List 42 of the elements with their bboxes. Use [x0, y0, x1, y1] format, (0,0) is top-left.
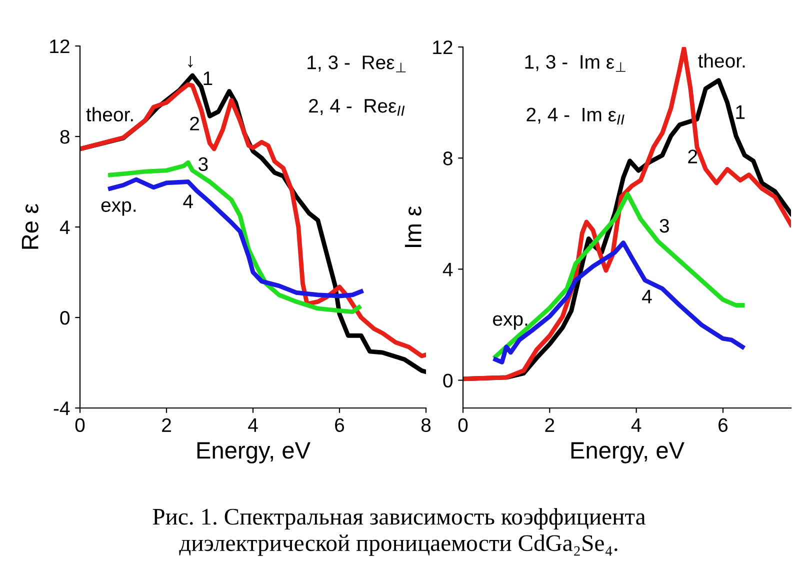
annotation: 2	[190, 116, 199, 130]
y-axis-title: Re ε	[22, 204, 38, 249]
x-tick-label: 0	[75, 418, 85, 432]
line-series	[493, 240, 745, 364]
x-tick-label: 6	[718, 418, 728, 432]
y-tick-label: 8	[443, 152, 452, 166]
y-tick-label: 4	[60, 220, 70, 234]
annotation: 3	[660, 218, 669, 233]
annotation: 3	[198, 157, 208, 172]
annotation: 2, 4 - Reε$_{II}$	[309, 98, 405, 116]
x-axis-title: Energy, eV	[571, 442, 684, 464]
y-tick-label: 0	[443, 374, 453, 388]
y-tick-label: 4	[442, 262, 453, 276]
x-tick-label: 2	[162, 418, 171, 432]
annotation: 1, 3 - Reε$_{⊥}$	[308, 56, 406, 72]
annotation: theor.	[86, 107, 133, 122]
x-tick-label: 4	[248, 418, 258, 432]
x-tick-label: 6	[335, 418, 344, 432]
x-tick-label: 0	[458, 418, 468, 432]
text: Рис. 1. Спектральная зависимость коэффициента диэлектрической проницаемости CdGa₂Se₄.	[152, 508, 646, 556]
annotation: exp.	[493, 315, 528, 330]
y-tick-label: 8	[60, 130, 70, 144]
annotation: theor.	[698, 53, 745, 68]
x-tick-label: 4	[631, 418, 642, 432]
annotation: 2, 4 - Im ε$_{II}$	[526, 108, 624, 124]
x-tick-label: 2	[545, 418, 554, 432]
y-axis-title: Im ε	[404, 206, 422, 247]
annotation: 1	[736, 105, 745, 119]
y-tick-label: 12	[433, 40, 452, 54]
annotation: 1	[204, 72, 212, 86]
annotation: 2	[688, 150, 698, 164]
y-tick-label: 0	[60, 310, 70, 325]
x-axis-title: Energy, eV	[197, 442, 310, 464]
annotation: 4	[642, 290, 652, 304]
y-tick-label: 12	[50, 39, 70, 54]
line-series	[493, 192, 745, 359]
annotation: 4	[183, 194, 193, 208]
x-tick-label: 8	[421, 418, 431, 432]
annotation: 1, 3 - Im ε$_{⊥}$	[525, 55, 626, 72]
annotation: ↓	[188, 56, 193, 68]
y-tick-label: -4	[54, 402, 70, 416]
annotation: exp.	[101, 201, 136, 216]
